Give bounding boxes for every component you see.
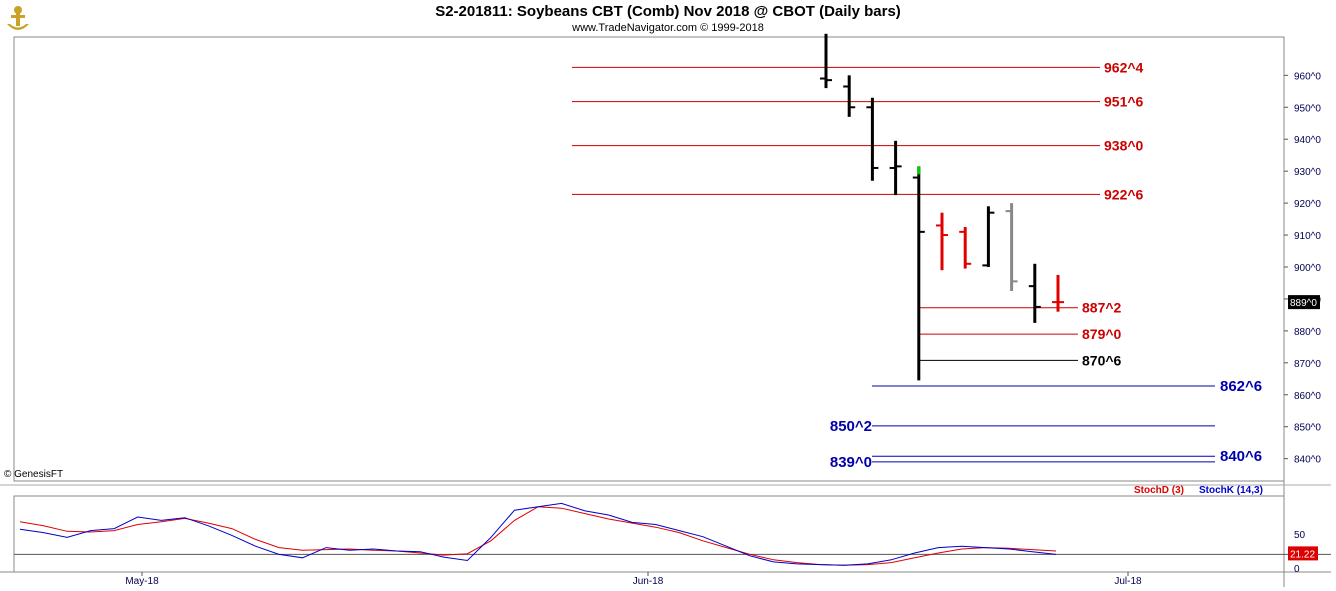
price-pane xyxy=(13,36,1285,482)
x-tick-label: Jul-18 xyxy=(1114,576,1142,587)
stochastic-value-badge xyxy=(1288,546,1318,561)
ohlc-bar xyxy=(1028,263,1041,323)
y-tick-label: 880^0 xyxy=(1294,327,1321,338)
copyright-label: © GenesisFT xyxy=(4,469,64,480)
y-tick-label: 900^0 xyxy=(1294,263,1321,274)
y-tick-label: 940^0 xyxy=(1294,135,1321,146)
y-tick-label: 910^0 xyxy=(1294,231,1321,242)
ohlc-bar xyxy=(843,75,856,117)
y-tick-label: 960^0 xyxy=(1294,71,1321,82)
last-price-badge xyxy=(1288,295,1320,310)
ohlc-bar xyxy=(1005,203,1018,291)
ohlc-bar xyxy=(959,227,972,269)
stochastic-series-line xyxy=(19,502,1057,566)
stochastic-value-label: 21.22 xyxy=(1290,549,1315,560)
stochastic-pane xyxy=(13,495,1285,573)
stochastic-tick-label: 50 xyxy=(1294,530,1306,541)
x-tick-label: May-18 xyxy=(125,576,159,587)
y-tick-label: 840^0 xyxy=(1294,455,1321,466)
trade-navigator-logo-icon xyxy=(2,2,34,34)
level-label: 850^2 xyxy=(830,418,872,435)
legend-stoch-k: StochK (14,3) xyxy=(1199,485,1263,496)
level-label: 938^0 xyxy=(1104,138,1144,154)
y-tick-label: 870^0 xyxy=(1294,359,1321,370)
legend-stoch-d: StochD (3) xyxy=(1134,485,1184,496)
last-price-label: 889^0 xyxy=(1290,298,1317,309)
y-tick-label: 920^0 xyxy=(1294,199,1321,210)
ohlc-bar xyxy=(820,33,832,89)
level-label: 951^6 xyxy=(1104,94,1144,110)
level-label: 887^2 xyxy=(1082,300,1122,316)
level-label: 840^6 xyxy=(1220,448,1262,465)
level-label: 870^6 xyxy=(1082,352,1122,368)
chart-subtitle: www.TradeNavigator.com © 1999-2018 xyxy=(572,22,764,34)
stochastic-tick-label: 0 xyxy=(1294,564,1300,575)
ohlc-bar xyxy=(912,166,925,381)
x-tick-label: Jun-18 xyxy=(633,576,664,587)
y-tick-label: 850^0 xyxy=(1294,423,1321,434)
ohlc-bar xyxy=(982,206,995,267)
y-tick-label: 930^0 xyxy=(1294,167,1321,178)
chart-title: S2-201811: Soybeans CBT (Comb) Nov 2018 … xyxy=(435,3,901,20)
ohlc-bar xyxy=(936,212,948,271)
ohlc-bar xyxy=(889,140,902,196)
level-label: 922^6 xyxy=(1104,186,1144,202)
level-label: 839^0 xyxy=(830,454,872,471)
y-tick-label: 950^0 xyxy=(1294,103,1321,114)
y-tick-label: 860^0 xyxy=(1294,391,1321,402)
level-label: 962^4 xyxy=(1104,59,1144,75)
ohlc-bar xyxy=(866,97,879,181)
ohlc-bar xyxy=(1052,274,1064,312)
level-label: 879^0 xyxy=(1082,326,1122,342)
level-label: 862^6 xyxy=(1220,378,1262,395)
